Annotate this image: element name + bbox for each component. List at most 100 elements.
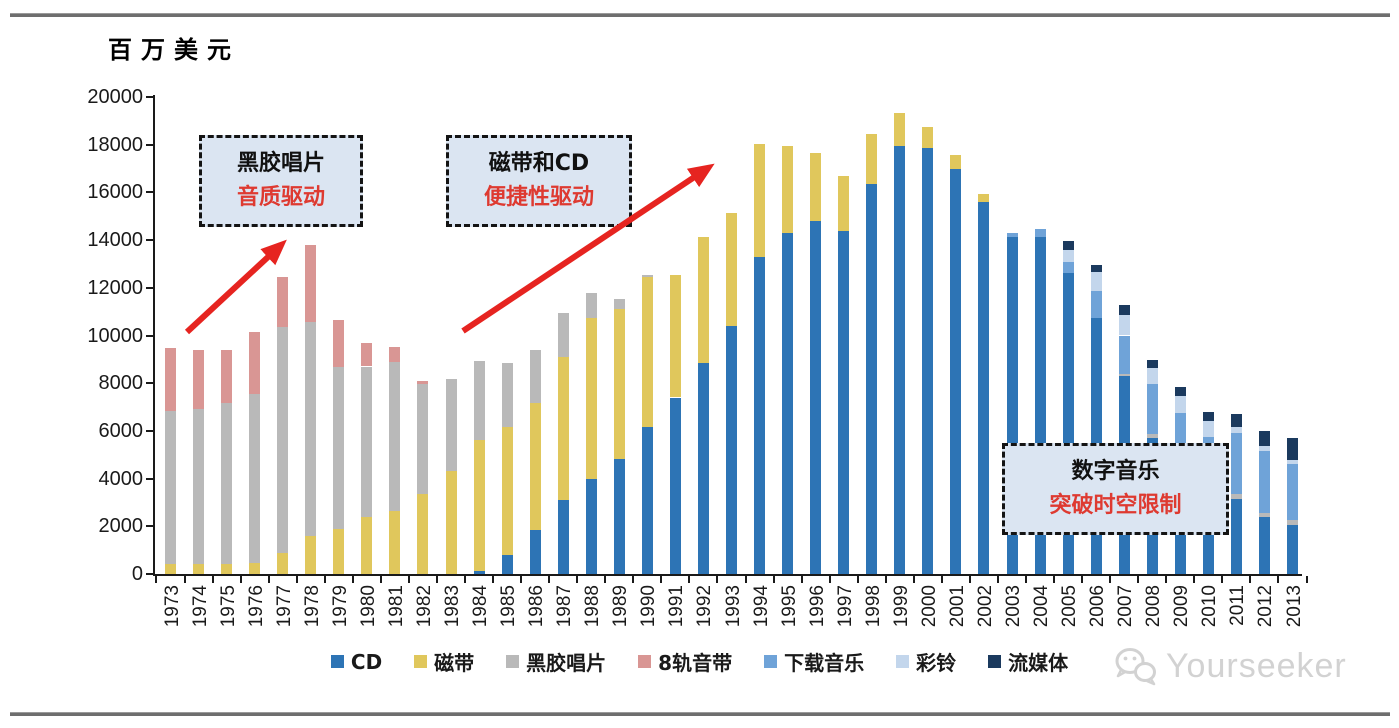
y-tick-label: 0 bbox=[131, 563, 143, 585]
bar-segment-CD bbox=[726, 325, 737, 574]
bar-segment-黑胶唱片 bbox=[361, 366, 373, 517]
bar-segment-流媒体 bbox=[1202, 411, 1214, 421]
bar-segment-磁带 bbox=[810, 153, 822, 222]
watermark: Yourseeker bbox=[1112, 645, 1347, 687]
bar-segment-8轨音带 bbox=[305, 244, 317, 323]
legend-item-彩铃: 彩铃 bbox=[896, 647, 956, 676]
x-tick bbox=[1053, 576, 1056, 583]
x-axis-year-label: 1991 bbox=[666, 585, 688, 628]
bar-segment-彩铃 bbox=[1230, 427, 1242, 434]
bar-segment-8轨音带 bbox=[333, 320, 345, 368]
x-tick bbox=[379, 576, 382, 583]
bar-segment-流媒体 bbox=[1258, 430, 1270, 446]
bar-segment-黑胶唱片 bbox=[249, 393, 261, 564]
annotation-subtitle: 突破时空限制 bbox=[1049, 493, 1182, 518]
bar-segment-CD bbox=[894, 145, 906, 574]
x-axis-year-label: 2001 bbox=[946, 585, 968, 628]
bar-segment-磁带 bbox=[754, 143, 766, 257]
bar-segment-CD bbox=[866, 184, 878, 574]
bar-segment-流媒体 bbox=[1146, 359, 1158, 369]
x-axis-year-label: 1980 bbox=[357, 585, 379, 628]
x-axis-year-label: 1983 bbox=[442, 585, 463, 628]
x-axis-year-label: 2000 bbox=[918, 585, 940, 628]
y-tick bbox=[146, 239, 155, 242]
x-tick bbox=[912, 576, 915, 583]
bar-segment-CD bbox=[697, 362, 709, 574]
x-tick bbox=[155, 576, 158, 583]
x-tick bbox=[968, 576, 971, 583]
y-tick bbox=[146, 143, 155, 146]
bar-segment-8轨音带 bbox=[389, 347, 401, 363]
legend-swatch-icon bbox=[330, 655, 344, 668]
bar-segment-流媒体 bbox=[1090, 265, 1102, 273]
y-tick bbox=[146, 525, 155, 528]
x-tick bbox=[239, 576, 242, 583]
y-tick-label: 4000 bbox=[98, 467, 144, 490]
y-tick bbox=[146, 96, 155, 98]
x-axis-year-label: 1975 bbox=[217, 585, 239, 628]
x-tick bbox=[1249, 576, 1252, 583]
x-axis-year-label: 1984 bbox=[470, 585, 492, 628]
legend-swatch-icon bbox=[764, 655, 778, 668]
legend-item-CD: CD bbox=[330, 650, 382, 674]
legend-swatch-icon bbox=[988, 655, 1002, 668]
x-tick bbox=[940, 576, 943, 583]
y-tick bbox=[146, 429, 155, 432]
y-tick-label: 12000 bbox=[87, 276, 143, 299]
wechat-icon bbox=[1115, 648, 1156, 686]
bar-segment-磁带 bbox=[669, 274, 681, 398]
x-tick bbox=[1025, 576, 1028, 583]
watermark-text: Yourseeker bbox=[1166, 646, 1347, 685]
x-axis-year-label: 1976 bbox=[245, 585, 267, 628]
bar-segment-下载音乐 bbox=[1230, 433, 1242, 495]
bar-segment-流媒体 bbox=[1062, 241, 1074, 250]
bottom-divider bbox=[10, 712, 1390, 716]
bar-segment-8轨音带 bbox=[249, 331, 261, 394]
bar-segment-彩铃 bbox=[1062, 249, 1074, 262]
x-tick bbox=[660, 576, 663, 583]
bar-segment-流媒体 bbox=[1174, 386, 1186, 396]
x-tick bbox=[996, 576, 999, 583]
legend-item-流媒体: 流媒体 bbox=[988, 647, 1068, 676]
bar-segment-黑胶唱片 bbox=[1146, 434, 1158, 439]
bar-segment-CD bbox=[669, 397, 681, 574]
bar-segment-黑胶唱片 bbox=[501, 363, 513, 428]
x-axis-year-label: 1999 bbox=[890, 585, 912, 628]
bar-segment-黑胶唱片 bbox=[613, 298, 625, 309]
bar-segment-磁带 bbox=[726, 212, 737, 326]
bar-segment-彩铃 bbox=[1090, 272, 1102, 292]
bar-segment-磁带 bbox=[501, 427, 513, 556]
x-axis-year-label: 2003 bbox=[1003, 585, 1024, 628]
bar-segment-磁带 bbox=[165, 564, 176, 574]
annotation-title: 磁带和CD bbox=[488, 151, 590, 176]
y-tick bbox=[146, 382, 155, 385]
bar-segment-磁带 bbox=[221, 564, 233, 574]
bar-segment-磁带 bbox=[249, 563, 261, 574]
x-tick bbox=[828, 576, 831, 583]
bar-segment-黑胶唱片 bbox=[221, 403, 233, 565]
legend-item-8轨音带: 8轨音带 bbox=[638, 647, 732, 676]
x-axis-year-label: 2005 bbox=[1059, 585, 1081, 628]
bar-segment-流媒体 bbox=[1118, 304, 1130, 315]
bar-segment-黑胶唱片 bbox=[641, 274, 653, 278]
bar-segment-下载音乐 bbox=[1034, 229, 1046, 237]
y-tick bbox=[146, 191, 155, 194]
bar-segment-黑胶唱片 bbox=[1287, 520, 1298, 526]
x-axis-year-label: 1973 bbox=[161, 585, 183, 628]
bar-segment-磁带 bbox=[782, 145, 794, 233]
x-axis-year-label: 2013 bbox=[1283, 585, 1305, 628]
bar-segment-黑胶唱片 bbox=[333, 367, 345, 529]
bar-segment-彩铃 bbox=[1174, 395, 1186, 414]
bar-segment-黑胶唱片 bbox=[417, 384, 429, 495]
bar-segment-下载音乐 bbox=[1062, 261, 1074, 274]
bar-segment-磁带 bbox=[389, 510, 401, 574]
legend-item-黑胶唱片: 黑胶唱片 bbox=[506, 647, 606, 676]
bar-segment-黑胶唱片 bbox=[585, 293, 597, 318]
bar-segment-磁带 bbox=[333, 528, 345, 574]
bar-segment-CD bbox=[978, 201, 990, 574]
bar-segment-黑胶唱片 bbox=[445, 378, 457, 471]
bar-segment-CD bbox=[529, 529, 541, 574]
x-tick bbox=[632, 576, 635, 583]
x-axis-year-label: 1974 bbox=[189, 585, 211, 628]
